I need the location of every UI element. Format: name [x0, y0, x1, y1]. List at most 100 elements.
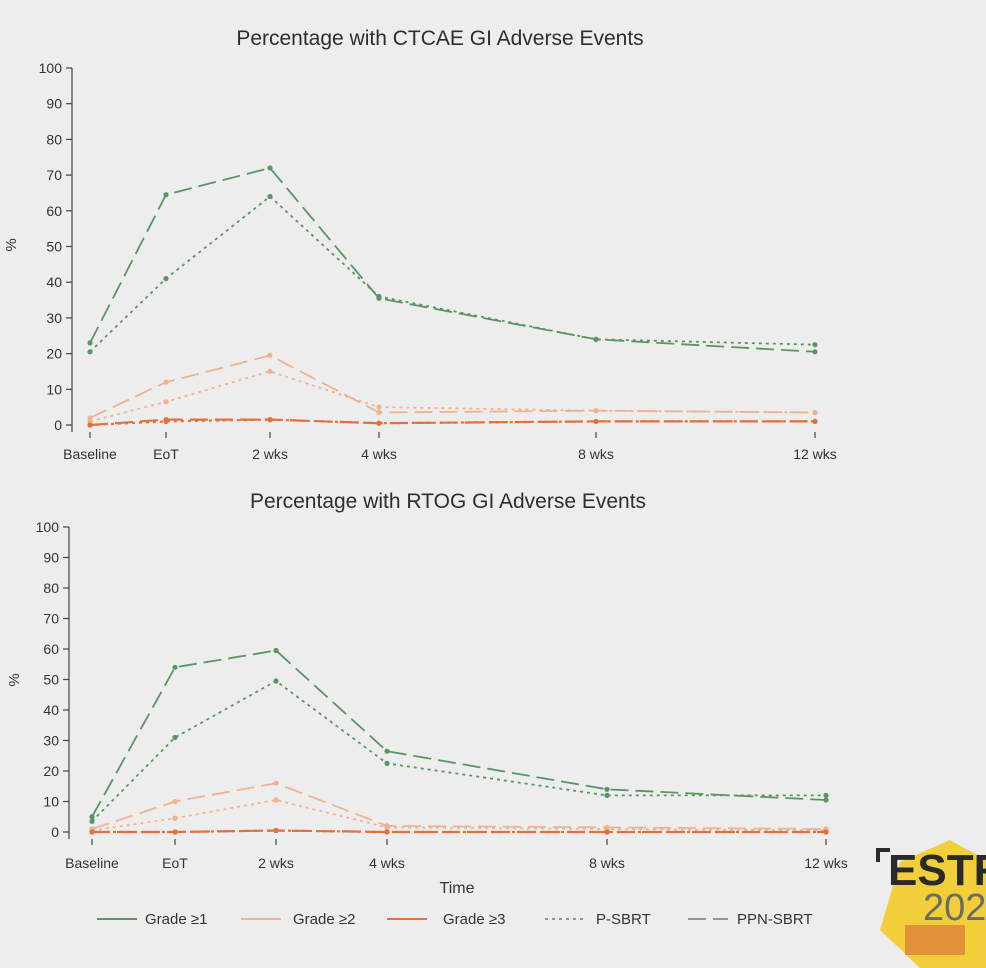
data-point [87, 418, 93, 425]
y-tick-label: 90 [43, 550, 59, 566]
y-axis-label: % [3, 238, 20, 251]
estro-logo: ESTR 202 [876, 840, 986, 968]
data-point [89, 814, 95, 820]
data-point [172, 734, 178, 741]
x-tick-label: 8 wks [578, 446, 614, 462]
x-tick-label: 12 wks [793, 446, 837, 462]
ctcae-chart: Percentage with CTCAE GI Adverse Events 0… [3, 27, 837, 462]
data-point [823, 797, 829, 803]
data-point [267, 368, 273, 375]
data-point [604, 792, 610, 799]
data-point [604, 786, 610, 792]
data-point [172, 815, 178, 821]
x-tick-label: 12 wks [804, 855, 848, 871]
x-tick-label: 4 wks [369, 855, 405, 871]
y-tick-label: 80 [46, 131, 62, 147]
data-point [812, 349, 818, 355]
logo-bracket [876, 848, 890, 862]
data-point [87, 340, 93, 346]
data-point [376, 293, 382, 300]
y-tick-label: 20 [46, 346, 62, 362]
data-point [812, 409, 818, 416]
y-tick-label: 90 [46, 96, 62, 112]
data-point [87, 415, 93, 421]
y-tick-label: 50 [46, 239, 62, 255]
data-point [273, 780, 279, 786]
series-line [89, 195, 816, 353]
data-point [376, 420, 382, 426]
series-line [92, 829, 826, 834]
series-line [89, 418, 815, 427]
series-line [89, 418, 815, 427]
y-tick-label: 100 [39, 60, 63, 76]
x-tick-label: 8 wks [589, 855, 625, 871]
data-point [593, 408, 599, 414]
x-tick-label: EoT [153, 446, 179, 462]
legend-label: PPN-SBRT [737, 911, 813, 928]
data-point [593, 418, 599, 425]
data-point [593, 336, 599, 342]
series-line [91, 680, 826, 822]
legend-label: Grade ≥3 [443, 911, 505, 928]
data-point [89, 818, 95, 824]
data-point [273, 647, 279, 654]
x-tick-label: 4 wks [361, 446, 397, 462]
data-point [163, 379, 169, 385]
y-tick-label: 0 [51, 824, 59, 840]
data-point [273, 797, 279, 803]
data-point [273, 678, 279, 684]
data-point [163, 399, 169, 405]
data-point [87, 349, 93, 355]
legend-label: P-SBRT [596, 911, 651, 928]
x-tick-label: Baseline [65, 855, 119, 871]
y-tick-label: 70 [43, 611, 59, 627]
legend-label: Grade ≥2 [293, 911, 355, 928]
data-point [267, 193, 273, 200]
rtog-chart: Percentage with RTOG GI Adverse Events 0 1… [6, 490, 848, 897]
chart-title: Percentage with RTOG GI Adverse Events [250, 490, 646, 513]
data-point [273, 827, 279, 834]
data-point [384, 760, 390, 766]
x-tick-label: 2 wks [258, 855, 294, 871]
series-line [89, 354, 816, 419]
y-tick-label: 0 [54, 417, 62, 433]
series-line [91, 782, 827, 830]
data-point [172, 664, 178, 670]
y-tick-label: 80 [43, 580, 59, 596]
x-tick-label: 2 wks [252, 446, 288, 462]
data-point [163, 276, 169, 282]
data-point [267, 417, 273, 423]
y-tick-label: 70 [46, 167, 62, 183]
data-point [172, 829, 178, 835]
data-point [376, 409, 382, 416]
legend-label: Grade ≥1 [145, 911, 207, 928]
series-line [91, 649, 827, 818]
logo-orange-block [905, 925, 965, 955]
data-point [172, 798, 178, 805]
y-tick-label: 50 [43, 672, 59, 688]
data-point [823, 792, 829, 799]
data-point [163, 192, 169, 198]
legend: Grade ≥1 Grade ≥2 Grade ≥3 P-SBRT PPN-SBRT [97, 911, 813, 928]
data-point [89, 829, 95, 835]
data-point [384, 824, 390, 831]
y-tick-label: 30 [46, 310, 62, 326]
y-tick-label: 40 [43, 702, 59, 718]
y-tick-label: 10 [43, 794, 59, 810]
x-tick-label: EoT [162, 855, 188, 871]
y-tick-label: 30 [43, 733, 59, 749]
data-point [812, 418, 818, 425]
y-tick-label: 10 [46, 381, 62, 397]
logo-line2: 202 [923, 887, 986, 929]
data-point [87, 422, 93, 428]
x-tick-label: Baseline [63, 446, 117, 462]
series-line [89, 370, 816, 423]
y-tick-label: 100 [36, 519, 60, 535]
y-tick-label: 40 [46, 274, 62, 290]
data-point [267, 352, 273, 358]
chart-title: Percentage with CTCAE GI Adverse Events [236, 27, 643, 50]
data-point [823, 829, 829, 835]
logo-line1: ESTR [888, 846, 986, 895]
series-line [89, 167, 816, 353]
